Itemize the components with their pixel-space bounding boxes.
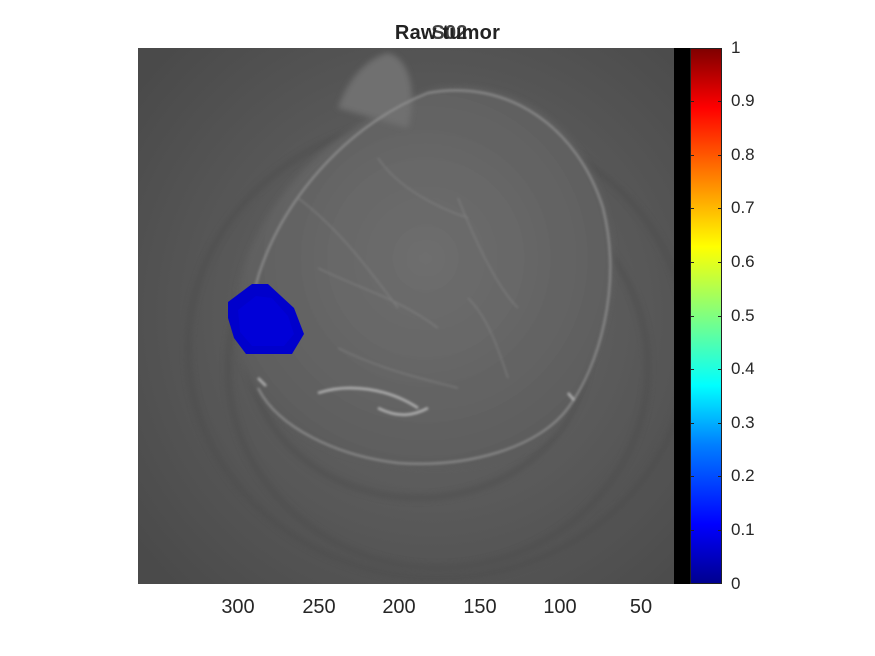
x-tick-label: 50	[630, 596, 652, 618]
colorbar-tick	[690, 208, 694, 209]
x-tick-label: 250	[302, 596, 335, 618]
colorbar-tick-label: 0.2	[731, 467, 755, 485]
x-tick-label: 150	[463, 596, 496, 618]
title-s02: S02	[12, 20, 875, 46]
colorbar-tick	[718, 316, 722, 317]
colorbar-tick	[690, 101, 694, 102]
image-axes[interactable]	[138, 48, 674, 584]
colorbar-tick	[690, 530, 694, 531]
mri-slice-image	[138, 48, 674, 584]
colorbar-tick-label: 0.4	[731, 360, 755, 378]
colorbar-tick	[690, 423, 694, 424]
colorbar-tick-label: 0.9	[731, 92, 755, 110]
colorbar-tick	[718, 476, 722, 477]
colorbar-tick	[690, 262, 694, 263]
colorbar-tick	[690, 155, 694, 156]
colorbar-tick-label: 0	[731, 575, 740, 593]
colorbar-tick	[718, 208, 722, 209]
colorbar-tick	[690, 583, 694, 584]
colorbar-tick-label: 0.5	[731, 307, 755, 325]
colorbar-tick-label: 0.3	[731, 414, 755, 432]
colorbar-tick-label: 0.6	[731, 253, 755, 271]
colorbar-tick	[690, 48, 694, 49]
colorbar-tick	[718, 530, 722, 531]
colorbar-tick-label: 1	[731, 39, 740, 57]
colorbar-tick	[718, 262, 722, 263]
colorbar-tick-label: 0.7	[731, 199, 755, 217]
colorbar-tick	[718, 155, 722, 156]
colorbar-tick	[718, 369, 722, 370]
figure-title: Raw tumor S02	[0, 20, 875, 46]
x-tick-label: 200	[382, 596, 415, 618]
x-tick-label: 300	[221, 596, 254, 618]
colorbar-tick	[718, 48, 722, 49]
colorbar-tick	[690, 476, 694, 477]
colorbar-tick	[690, 369, 694, 370]
colorbar-tick	[690, 316, 694, 317]
colorbar-tick	[718, 423, 722, 424]
colorbar-tick	[718, 583, 722, 584]
x-tick-label: 100	[543, 596, 576, 618]
colorbar-offset-strip	[674, 48, 690, 584]
colorbar-tick-label: 0.1	[731, 521, 755, 539]
colorbar-tick	[718, 101, 722, 102]
colorbar-tick-label: 0.8	[731, 146, 755, 164]
